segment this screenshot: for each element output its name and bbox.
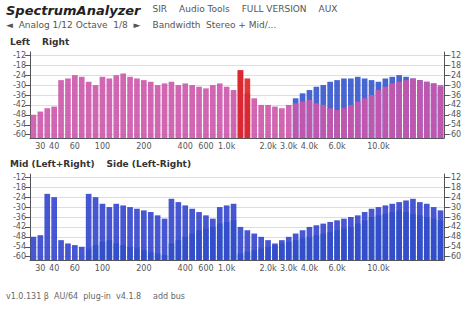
svg-text:SpectrumAnalyzer: SpectrumAnalyzer <box>6 3 142 18</box>
svg-text:AUX: AUX <box>319 4 338 14</box>
svg-text:-12: -12 <box>13 173 26 182</box>
svg-text:100: 100 <box>95 142 110 151</box>
svg-text:add bus: add bus <box>153 292 185 301</box>
svg-text:-18: -18 <box>13 61 26 70</box>
svg-text:FULL VERSION: FULL VERSION <box>242 4 307 14</box>
svg-text:-12: -12 <box>448 51 461 60</box>
svg-text:v1.0.131 β AU/64 plug-in v4: v1.0.131 β AU/64 plug-in v4.1.8 <box>6 292 141 301</box>
svg-text:600: 600 <box>198 264 213 273</box>
svg-text:3.0k: 3.0k <box>280 142 298 151</box>
svg-text:-60: -60 <box>13 130 26 139</box>
svg-text:1.0k: 1.0k <box>218 142 236 151</box>
svg-text:◄ Analog 1/12 Octave 1/8 ►: ◄ Analog 1/12 Octave 1/8 ► <box>6 20 141 30</box>
svg-text:1.0k: 1.0k <box>218 264 236 273</box>
svg-text:-60: -60 <box>448 252 461 261</box>
svg-text:60: 60 <box>70 264 80 273</box>
svg-text:-30: -30 <box>13 203 26 212</box>
svg-text:6.0k: 6.0k <box>328 264 346 273</box>
svg-text:600: 600 <box>198 142 213 151</box>
svg-text:6.0k: 6.0k <box>328 142 346 151</box>
svg-text:40: 40 <box>49 264 59 273</box>
svg-text:4.0k: 4.0k <box>301 264 319 273</box>
svg-text:-60: -60 <box>448 130 461 139</box>
svg-text:-42: -42 <box>448 100 461 109</box>
svg-text:Mid (Left+Right): Mid (Left+Right) <box>10 159 95 169</box>
svg-text:-24: -24 <box>13 193 26 202</box>
svg-text:2.0k: 2.0k <box>259 264 277 273</box>
svg-text:-48: -48 <box>13 232 26 241</box>
svg-text:Audio Tools: Audio Tools <box>179 4 230 14</box>
svg-text:Bandwidth Stereo + Mid/...: Bandwidth Stereo + Mid/... <box>152 20 276 30</box>
svg-text:-36: -36 <box>13 91 26 100</box>
svg-text:200: 200 <box>136 142 151 151</box>
svg-text:-18: -18 <box>448 183 461 192</box>
svg-text:4.0k: 4.0k <box>301 142 319 151</box>
svg-text:-12: -12 <box>448 173 461 182</box>
svg-text:Right: Right <box>42 37 70 47</box>
svg-text:-30: -30 <box>448 81 461 90</box>
svg-text:-24: -24 <box>448 193 461 202</box>
svg-text:100: 100 <box>95 264 110 273</box>
svg-text:-24: -24 <box>13 71 26 80</box>
svg-text:30: 30 <box>35 142 45 151</box>
svg-text:-36: -36 <box>448 91 461 100</box>
svg-text:-54: -54 <box>448 242 461 251</box>
svg-text:Side (Left-Right): Side (Left-Right) <box>107 159 191 169</box>
svg-text:Left: Left <box>10 37 31 47</box>
svg-text:-54: -54 <box>13 242 26 251</box>
svg-text:-48: -48 <box>13 110 26 119</box>
svg-text:-12: -12 <box>13 51 26 60</box>
svg-text:-42: -42 <box>13 100 26 109</box>
svg-text:3.0k: 3.0k <box>280 264 298 273</box>
svg-text:-42: -42 <box>13 222 26 231</box>
svg-text:10.0k: 10.0k <box>367 264 390 273</box>
svg-text:-30: -30 <box>13 81 26 90</box>
svg-text:200: 200 <box>136 264 151 273</box>
svg-text:-18: -18 <box>448 61 461 70</box>
svg-text:-54: -54 <box>448 120 461 129</box>
svg-text:40: 40 <box>49 142 59 151</box>
svg-text:-48: -48 <box>448 110 461 119</box>
svg-text:-36: -36 <box>448 213 461 222</box>
svg-text:-18: -18 <box>13 183 26 192</box>
svg-text:400: 400 <box>178 264 193 273</box>
svg-text:-36: -36 <box>13 213 26 222</box>
svg-text:-54: -54 <box>13 120 26 129</box>
svg-text:400: 400 <box>178 142 193 151</box>
svg-text:-60: -60 <box>13 252 26 261</box>
svg-text:SIR: SIR <box>152 4 167 14</box>
svg-text:60: 60 <box>70 142 80 151</box>
svg-text:-42: -42 <box>448 222 461 231</box>
svg-text:-24: -24 <box>448 71 461 80</box>
svg-text:10.0k: 10.0k <box>367 142 390 151</box>
svg-text:-30: -30 <box>448 203 461 212</box>
svg-text:2.0k: 2.0k <box>259 142 277 151</box>
svg-text:30: 30 <box>35 264 45 273</box>
svg-text:-48: -48 <box>448 232 461 241</box>
